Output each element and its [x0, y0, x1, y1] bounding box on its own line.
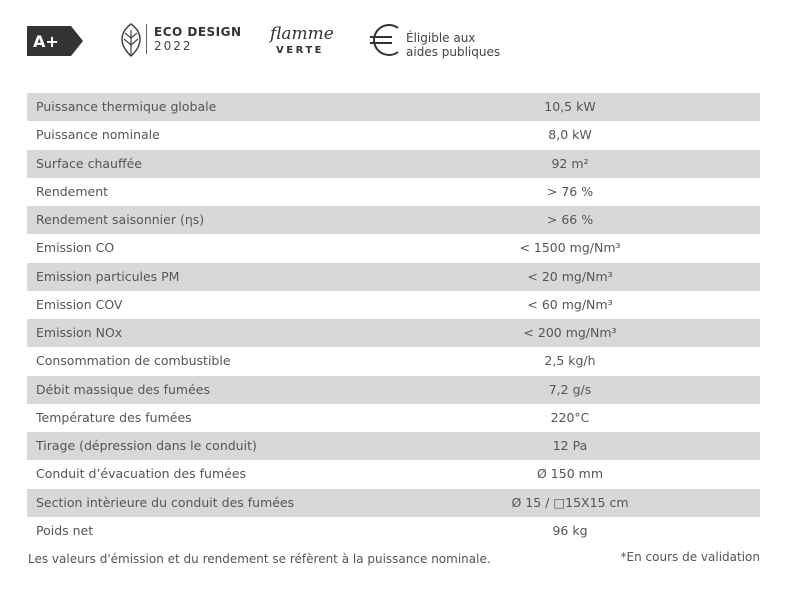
- row-label: Section intèrieure du conduit des fumées: [36, 494, 295, 510]
- row-value: > 66 %: [546, 212, 594, 227]
- table-row: Rendement > 76 %: [27, 178, 760, 206]
- row-label: Conduit d’évacuation des fumées: [36, 466, 247, 482]
- table-row: Emission particules PM < 20 mg/Nm³: [27, 262, 760, 291]
- row-value: < 20 mg/Nm³: [527, 268, 613, 284]
- row-label: Emission CO: [36, 240, 115, 256]
- row-value: < 200 mg/Nm³: [523, 325, 617, 340]
- table-row: Puissance nominale 8,0 kW: [27, 121, 760, 149]
- row-value: Ø 150 mm: [537, 466, 603, 482]
- row-value: 8,0 kW: [548, 127, 592, 143]
- footer-validation: *En cours de validation: [620, 550, 760, 564]
- row-label: Emission NOx: [36, 325, 123, 340]
- divider: [146, 24, 147, 54]
- table-row: Débit massique des fumées 7,2 g/s: [27, 375, 760, 404]
- row-value: < 1500 mg/Nm³: [519, 240, 621, 256]
- row-label: Surface chauffée: [36, 155, 142, 171]
- table-row: Emission CO < 1500 mg/Nm³: [27, 234, 760, 262]
- flamme-script: flamme: [270, 24, 334, 44]
- table-row: Conduit d’évacuation des fumées Ø 150 mm: [27, 460, 760, 488]
- table-row: Tirage (dépression dans le conduit) 12 Pa: [27, 432, 760, 461]
- leaf-icon: [121, 23, 141, 58]
- table-row: Section intèrieure du conduit des fumées…: [27, 488, 760, 517]
- aides-line2: aides publiques: [406, 45, 501, 59]
- row-value: 2,5 kg/h: [544, 353, 596, 369]
- table-row: Puissance thermique globale 10,5 kW: [27, 93, 760, 122]
- row-label: Poids net: [36, 522, 94, 538]
- eco-design-year: 2022: [154, 39, 193, 53]
- table-row: Poids net 96 kg: [27, 517, 760, 545]
- badge-shape: [27, 26, 83, 56]
- row-label: Tirage (dépression dans le conduit): [36, 438, 257, 453]
- row-label: Puissance nominale: [36, 127, 160, 143]
- row-label: Rendement: [36, 183, 109, 199]
- table-row: Température des fumées 220°C: [27, 404, 760, 432]
- euro-icon: [370, 24, 399, 56]
- row-label: Emission particules PM: [36, 268, 180, 284]
- row-label: Puissance thermique globale: [36, 99, 217, 114]
- spec-table: Puissance thermique globale 10,5 kW Puissa…: [27, 93, 760, 545]
- table-row: Rendement saisonnier (ηs) > 66 %: [27, 206, 760, 235]
- footer-note: Les valeurs d'émission et du rendement s…: [28, 552, 491, 566]
- row-value: 12 Pa: [552, 438, 588, 453]
- row-value: 96 kg: [552, 522, 588, 538]
- row-label: Emission COV: [36, 296, 123, 312]
- row-label: Consommation de combustible: [36, 353, 231, 369]
- row-value: 7,2 g/s: [548, 381, 592, 397]
- energy-class: A+: [33, 32, 59, 51]
- aides-line1: Éligible aux: [406, 31, 476, 45]
- table-row: Surface chauffée 92 m²: [27, 149, 760, 178]
- row-value: < 60 mg/Nm³: [527, 296, 613, 312]
- row-value: 92 m²: [551, 155, 589, 171]
- table-row: Emission COV < 60 mg/Nm³: [27, 291, 760, 319]
- energy-badge: A+: [27, 26, 83, 56]
- table-row: Emission NOx < 200 mg/Nm³: [27, 319, 760, 348]
- table-row: Consommation de combustible 2,5 kg/h: [27, 347, 760, 375]
- flamme-verte: VERTE: [276, 45, 324, 56]
- eco-design-title: ECO DESIGN: [154, 25, 242, 39]
- row-value: 10,5 kW: [544, 99, 596, 114]
- row-label: Température des fumées: [36, 409, 192, 425]
- row-value: > 76 %: [546, 183, 594, 199]
- row-label: Débit massique des fumées: [36, 381, 210, 397]
- row-value: 220°C: [550, 409, 590, 425]
- row-value: Ø 15 / □15X15 cm: [511, 494, 629, 510]
- row-label: Rendement saisonnier (ηs): [36, 212, 205, 227]
